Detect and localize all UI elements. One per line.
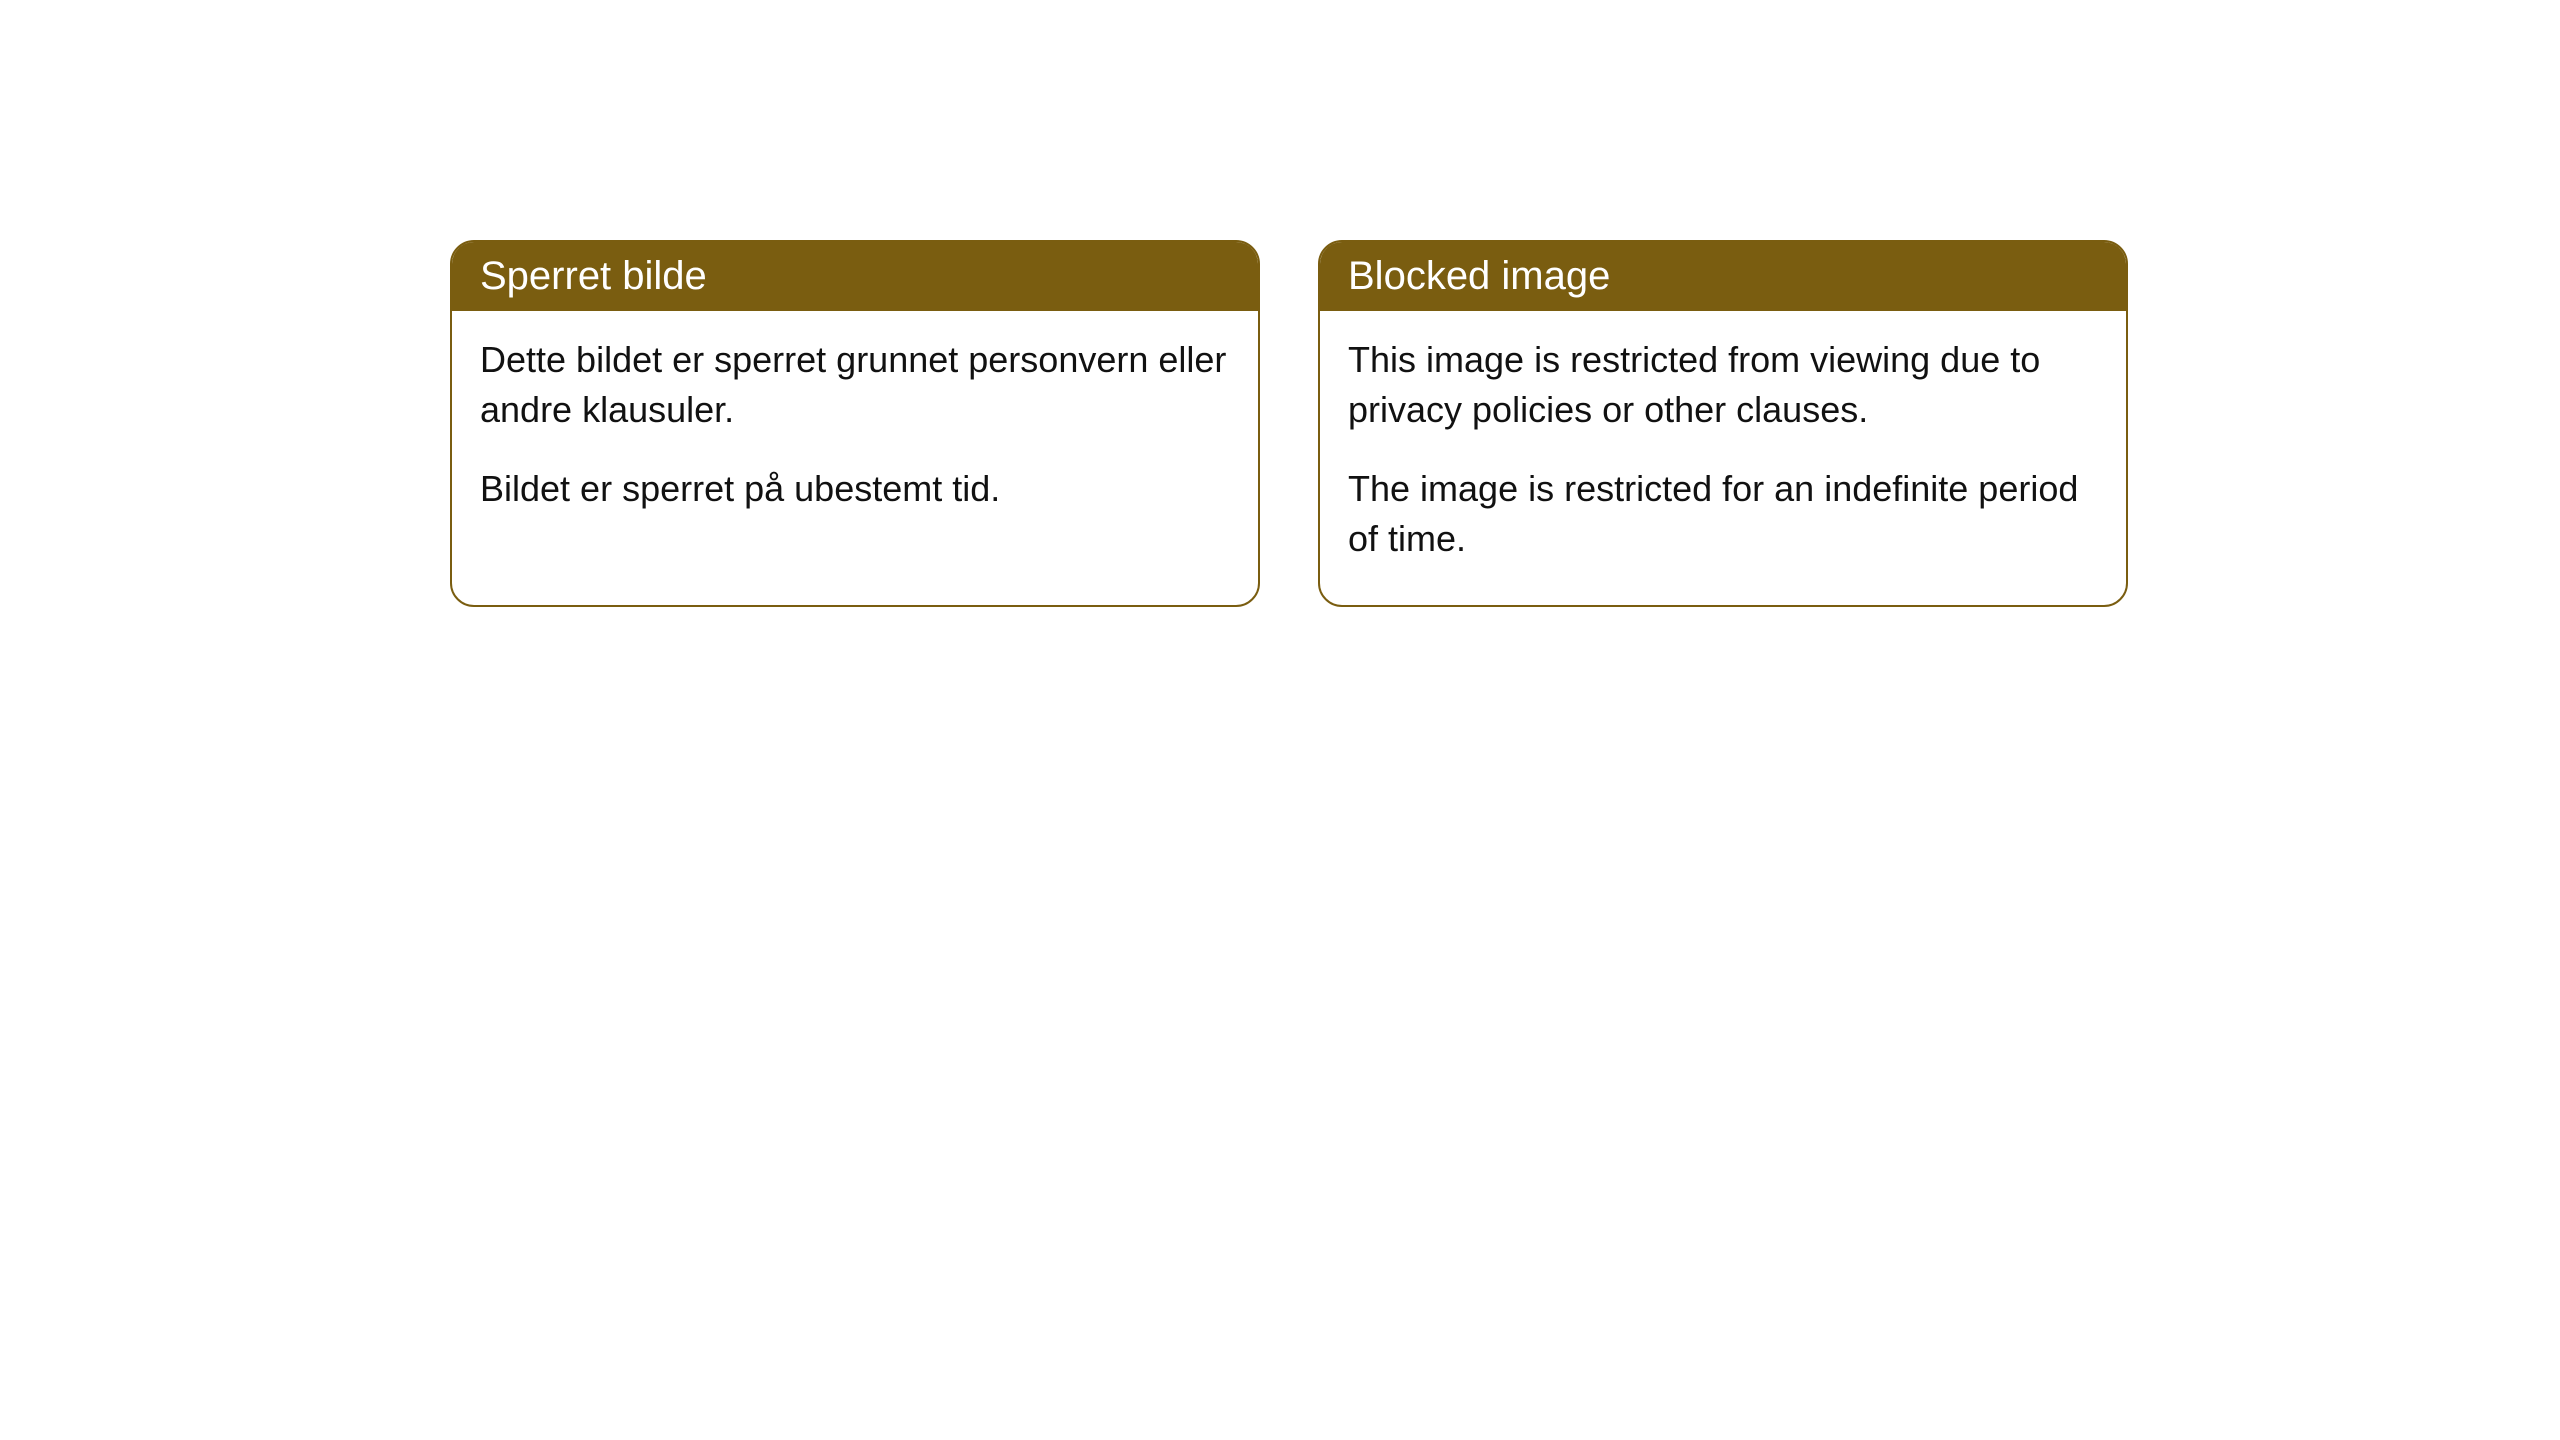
card-text-norwegian-2: Bildet er sperret på ubestemt tid. bbox=[480, 464, 1230, 514]
cards-container: Sperret bilde Dette bildet er sperret gr… bbox=[450, 240, 2128, 607]
card-norwegian: Sperret bilde Dette bildet er sperret gr… bbox=[450, 240, 1260, 607]
card-header-norwegian: Sperret bilde bbox=[452, 242, 1258, 311]
card-header-english: Blocked image bbox=[1320, 242, 2126, 311]
card-title-norwegian: Sperret bilde bbox=[480, 254, 707, 298]
card-text-english-1: This image is restricted from viewing du… bbox=[1348, 335, 2098, 436]
card-english: Blocked image This image is restricted f… bbox=[1318, 240, 2128, 607]
card-title-english: Blocked image bbox=[1348, 254, 1610, 298]
card-body-norwegian: Dette bildet er sperret grunnet personve… bbox=[452, 311, 1258, 554]
card-text-norwegian-1: Dette bildet er sperret grunnet personve… bbox=[480, 335, 1230, 436]
card-text-english-2: The image is restricted for an indefinit… bbox=[1348, 464, 2098, 565]
card-body-english: This image is restricted from viewing du… bbox=[1320, 311, 2126, 605]
